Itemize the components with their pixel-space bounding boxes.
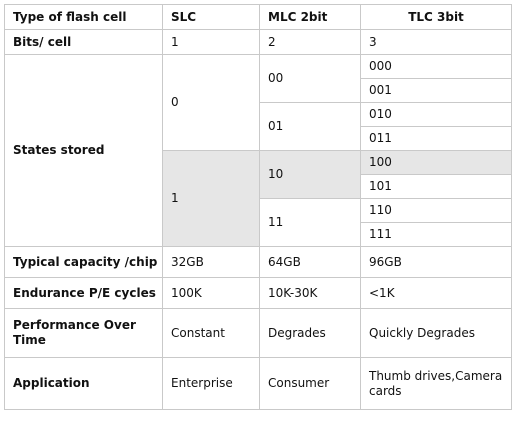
flash-cell-comparison-table: Type of flash cell SLC MLC 2bit TLC 3bit… (4, 4, 512, 410)
header-tlc: TLC 3bit (360, 4, 512, 30)
header-mlc: MLC 2bit (259, 4, 361, 30)
performance-mlc: Degrades (259, 308, 361, 358)
state-slc-0: 0 (162, 54, 260, 151)
states-row: States stored 0 00 000 (4, 54, 512, 247)
header-row: Type of flash cell SLC MLC 2bit TLC 3bit (4, 4, 512, 30)
state-mlc-11: 11 (259, 198, 361, 247)
bits-row: Bits/ cell 1 2 3 (4, 29, 512, 55)
capacity-label: Typical capacity /chip (4, 246, 163, 278)
state-tlc-011: 011 (360, 126, 512, 151)
header-slc: SLC (162, 4, 260, 30)
state-mlc-00: 00 (259, 54, 361, 103)
states-label: States stored (4, 54, 163, 247)
endurance-row: Endurance P/E cycles 100K 10K-30K <1K (4, 277, 512, 309)
bits-tlc: 3 (360, 29, 512, 55)
bits-label: Bits/ cell (4, 29, 163, 55)
state-mlc-10: 10 (259, 150, 361, 199)
performance-slc: Constant (162, 308, 260, 358)
performance-tlc: Quickly Degrades (360, 308, 512, 358)
performance-row: Performance Over Time Constant Degrades … (4, 308, 512, 358)
states-row: 1 10 100 (5, 150, 512, 247)
endurance-label: Endurance P/E cycles (4, 277, 163, 309)
state-tlc-111: 111 (360, 222, 512, 247)
capacity-tlc: 96GB (360, 246, 512, 278)
states-row: 001 (5, 78, 512, 103)
performance-label: Performance Over Time (4, 308, 163, 358)
application-mlc: Consumer (259, 357, 361, 410)
capacity-row: Typical capacity /chip 32GB 64GB 96GB (4, 246, 512, 278)
header-type: Type of flash cell (4, 4, 163, 30)
application-label: Application (4, 357, 163, 410)
application-slc: Enterprise (162, 357, 260, 410)
bits-slc: 1 (162, 29, 260, 55)
states-row: 011 (5, 126, 512, 151)
state-tlc-010: 010 (360, 102, 512, 127)
state-tlc-001: 001 (360, 78, 512, 103)
state-tlc-101: 101 (360, 174, 512, 199)
states-row: 111 (5, 222, 512, 247)
bits-mlc: 2 (259, 29, 361, 55)
state-slc-1: 1 (162, 150, 260, 247)
capacity-slc: 32GB (162, 246, 260, 278)
application-tlc: Thumb drives,Camera cards (360, 357, 512, 410)
state-mlc-01: 01 (259, 102, 361, 151)
state-tlc-000: 000 (360, 54, 512, 79)
endurance-mlc: 10K-30K (259, 277, 361, 309)
capacity-mlc: 64GB (259, 246, 361, 278)
endurance-tlc: <1K (360, 277, 512, 309)
states-row: 11 110 (5, 198, 512, 247)
state-tlc-110: 110 (360, 198, 512, 223)
state-tlc-100: 100 (360, 150, 512, 175)
application-row: Application Enterprise Consumer Thumb dr… (4, 357, 512, 410)
endurance-slc: 100K (162, 277, 260, 309)
